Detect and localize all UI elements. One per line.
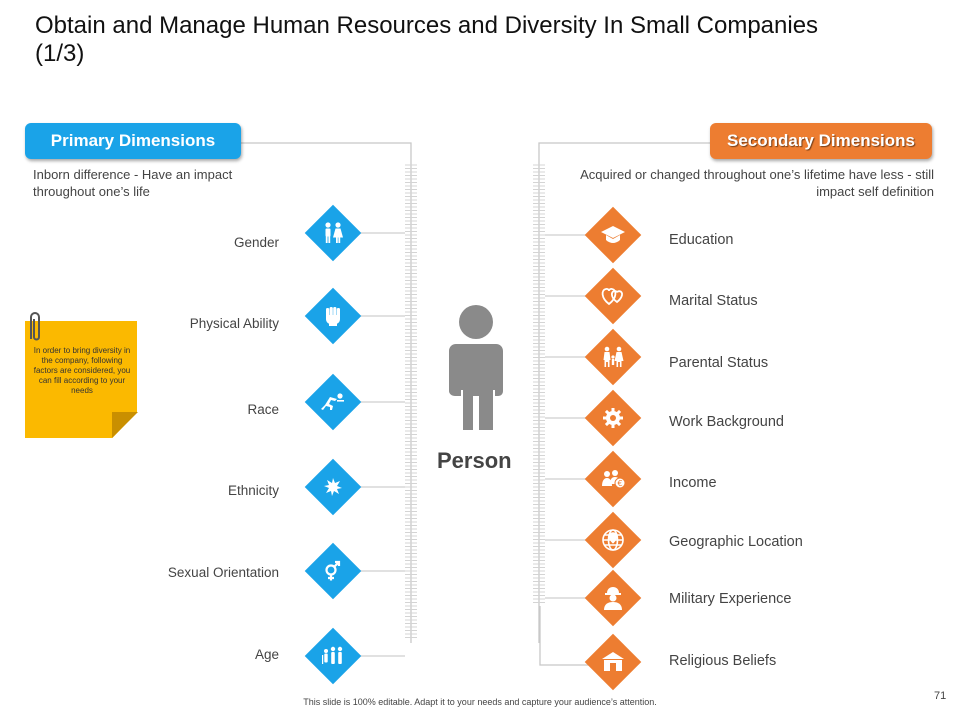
primary-description: Inborn difference - Have an impact throu…: [33, 167, 233, 199]
paperclip-icon: [30, 312, 40, 341]
primary-item-label: Physical Ability: [189, 316, 279, 331]
svg-text:€: €: [617, 479, 622, 488]
secondary-description: Acquired or changed throughout one’s lif…: [580, 167, 934, 199]
gender-symbol-icon: [313, 551, 353, 591]
family-age-icon: [313, 636, 353, 676]
secondary-item-label: Parental Status: [669, 355, 769, 371]
secondary-item-label: Religious Beliefs: [669, 653, 777, 669]
temple-icon: [593, 642, 633, 682]
branches-left: [350, 232, 405, 657]
secondary-item-label: Geographic Location: [669, 534, 803, 550]
graduation-cap-icon: [593, 215, 633, 255]
primary-item-label: Race: [247, 402, 279, 417]
slide-title: Obtain and Manage Human Resources and Di…: [35, 12, 819, 67]
person-icon: [449, 305, 503, 430]
sticky-note-text: In order to bring diversity in the compa…: [33, 346, 131, 395]
ladder-left: [405, 164, 417, 638]
ladder-right: [533, 164, 545, 603]
primary-item-label: Ethnicity: [227, 483, 279, 498]
globe-pin-icon: [593, 520, 633, 560]
page-number: 71: [934, 690, 947, 702]
soldier-icon: [593, 578, 633, 618]
secondary-item-label: Education: [669, 232, 734, 248]
hearts-icon: [593, 276, 633, 316]
income-people-icon: €: [593, 459, 633, 499]
primary-item-label: Gender: [233, 235, 279, 250]
race-runner-icon: [313, 382, 353, 422]
fist-icon: [313, 296, 353, 336]
primary-item-label: Age: [254, 647, 279, 662]
secondary-item-label: Marital Status: [669, 293, 758, 309]
gender-icon: [313, 213, 353, 253]
secondary-dimensions-header: Secondary Dimensions: [710, 123, 932, 159]
star-icon: [313, 467, 353, 507]
primary-dimensions-header: Primary Dimensions: [25, 123, 241, 159]
footer-text: This slide is 100% editable. Adapt it to…: [303, 697, 657, 707]
secondary-item-label: Income: [669, 475, 717, 491]
person-label: Person: [437, 448, 512, 473]
parents-icon: [593, 337, 633, 377]
gear-icon: [593, 398, 633, 438]
secondary-item-label: Work Background: [669, 414, 784, 430]
primary-item-label: Sexual Orientation: [167, 565, 279, 580]
secondary-item-label: Military Experience: [669, 591, 792, 607]
